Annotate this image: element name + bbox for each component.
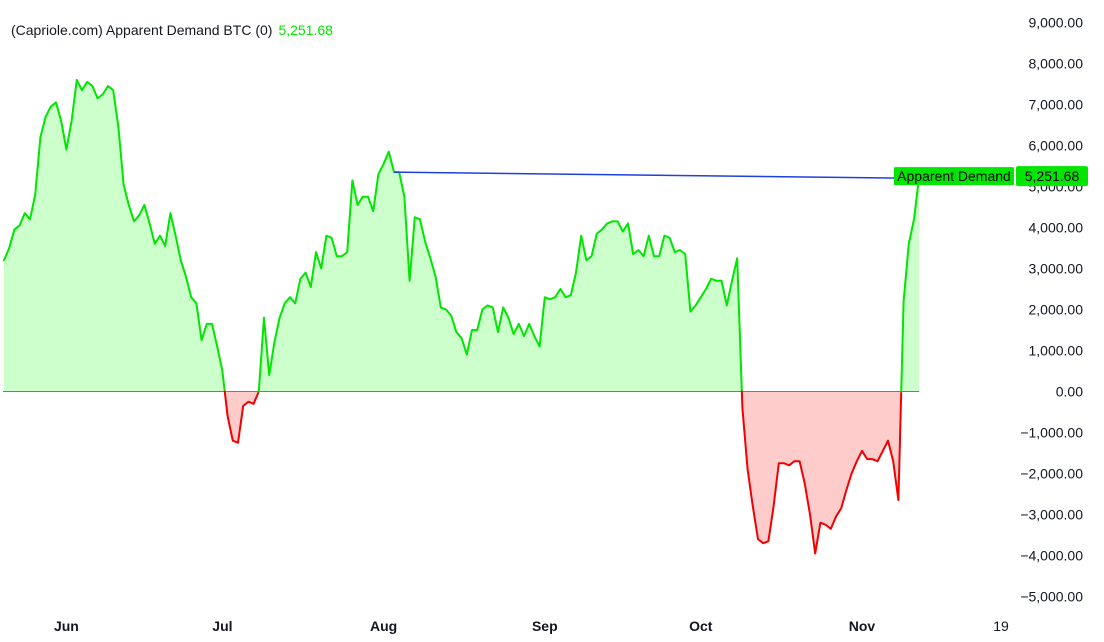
x-axis: Jun Jul Aug Sep Oct Nov 19 xyxy=(54,618,1009,634)
area-fill-group xyxy=(4,79,920,554)
legend-value: 5,251.68 xyxy=(278,22,333,38)
y-tick-label: 1,000.00 xyxy=(1029,343,1084,359)
positive-area-2 xyxy=(258,151,742,392)
y-tick-label: −1,000.00 xyxy=(1020,425,1083,441)
positive-line-0 xyxy=(3,78,226,393)
y-tick-label: −3,000.00 xyxy=(1020,507,1083,523)
positive-area-0 xyxy=(4,79,225,392)
y-tick-label: 0.00 xyxy=(1056,384,1083,400)
trend-line xyxy=(393,171,920,180)
x-tick-label: Jul xyxy=(212,618,232,634)
negative-line-3 xyxy=(740,390,903,555)
y-tick-label: 7,000.00 xyxy=(1029,97,1084,113)
y-tick-label: 4,000.00 xyxy=(1029,220,1084,236)
series-label-group: Apparent Demand 5,251.68 xyxy=(894,166,1088,187)
positive-area-4 xyxy=(901,176,920,392)
series-line-group xyxy=(3,78,921,555)
negative-line-1 xyxy=(223,390,260,444)
x-tick-label: Oct xyxy=(689,618,713,634)
negative-area-3 xyxy=(741,391,902,554)
y-tick-label: 9,000.00 xyxy=(1029,15,1084,31)
positive-line-2 xyxy=(257,150,743,393)
series-name-tag xyxy=(894,167,1014,186)
negative-area-1 xyxy=(224,391,259,443)
series-name-text: Apparent Demand xyxy=(897,168,1011,184)
y-tick-label: 2,000.00 xyxy=(1029,302,1084,318)
y-tick-label: 3,000.00 xyxy=(1029,261,1084,277)
y-tick-label: 6,000.00 xyxy=(1029,138,1084,154)
legend-title: (Capriole.com) Apparent Demand BTC (0) xyxy=(11,22,273,38)
x-tick-label: Sep xyxy=(532,618,558,634)
y-tick-label: 8,000.00 xyxy=(1029,56,1084,72)
legend: (Capriole.com) Apparent Demand BTC (0) 5,… xyxy=(11,22,333,38)
y-tick-label: −2,000.00 xyxy=(1020,466,1083,482)
y-axis: 9,000.008,000.007,000.006,000.005,000.00… xyxy=(1020,15,1083,605)
x-tick-label: Aug xyxy=(370,618,397,634)
y-tick-label: −5,000.00 xyxy=(1020,589,1083,605)
series-value-text: 5,251.68 xyxy=(1025,168,1080,184)
positive-line-4 xyxy=(900,175,921,393)
series-value-tag xyxy=(1016,166,1088,187)
x-tick-label: Jun xyxy=(54,618,79,634)
x-tick-label: Nov xyxy=(849,618,876,634)
x-tick-label: 19 xyxy=(993,618,1009,634)
y-tick-label: −4,000.00 xyxy=(1020,548,1083,564)
